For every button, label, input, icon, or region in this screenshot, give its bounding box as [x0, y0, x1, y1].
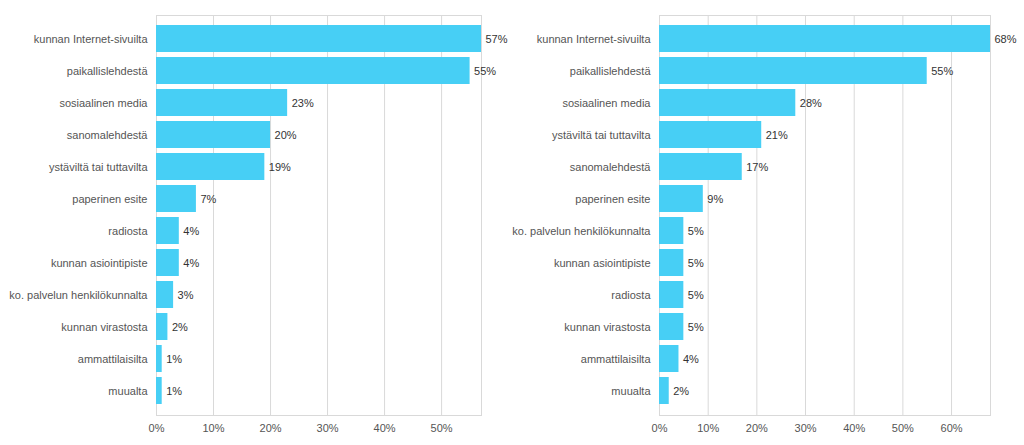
svg-text:40%: 40% [843, 422, 865, 434]
svg-text:ammattilaisilta: ammattilaisilta [581, 353, 652, 365]
svg-text:4%: 4% [183, 257, 199, 269]
svg-text:5%: 5% [688, 257, 704, 269]
svg-text:20%: 20% [275, 129, 297, 141]
svg-text:50%: 50% [431, 422, 453, 434]
svg-text:20%: 20% [746, 422, 768, 434]
svg-text:7%: 7% [200, 193, 216, 205]
svg-text:5%: 5% [688, 225, 704, 237]
svg-text:50%: 50% [892, 422, 914, 434]
svg-text:60%: 60% [941, 422, 963, 434]
svg-text:paperinen esite: paperinen esite [72, 193, 147, 205]
svg-text:kunnan Internet-sivuilta: kunnan Internet-sivuilta [34, 33, 149, 45]
svg-text:paikallislehdestä: paikallislehdestä [67, 65, 149, 77]
svg-text:68%: 68% [995, 33, 1017, 45]
svg-text:ammattilaisilta: ammattilaisilta [78, 353, 149, 365]
svg-text:1%: 1% [166, 385, 182, 397]
svg-text:muualta: muualta [108, 385, 148, 397]
svg-text:23%: 23% [292, 97, 314, 109]
svg-text:10%: 10% [203, 422, 225, 434]
svg-text:muualta: muualta [611, 385, 651, 397]
svg-text:40%: 40% [374, 422, 396, 434]
svg-text:10%: 10% [697, 422, 719, 434]
svg-text:ko. palvelun henkilökunnalta: ko. palvelun henkilökunnalta [9, 289, 148, 301]
svg-text:0%: 0% [149, 422, 165, 434]
svg-text:paikallislehdestä: paikallislehdestä [570, 65, 652, 77]
svg-text:17%: 17% [746, 161, 768, 173]
svg-text:2%: 2% [673, 385, 689, 397]
svg-text:sosiaalinen media: sosiaalinen media [562, 97, 651, 109]
svg-text:radiosta: radiosta [108, 225, 148, 237]
svg-text:21%: 21% [766, 129, 788, 141]
svg-text:55%: 55% [474, 65, 496, 77]
svg-text:5%: 5% [688, 289, 704, 301]
svg-text:ystäviltä tai tuttavilta: ystäviltä tai tuttavilta [49, 161, 148, 173]
svg-text:1%: 1% [166, 353, 182, 365]
svg-text:0%: 0% [652, 422, 668, 434]
svg-text:30%: 30% [795, 422, 817, 434]
svg-text:55%: 55% [931, 65, 953, 77]
svg-text:radiosta: radiosta [611, 289, 651, 301]
svg-text:ko. palvelun henkilökunnalta: ko. palvelun henkilökunnalta [512, 225, 651, 237]
svg-text:28%: 28% [800, 97, 822, 109]
svg-text:4%: 4% [183, 225, 199, 237]
svg-text:sosiaalinen media: sosiaalinen media [59, 97, 148, 109]
svg-text:sanomalehdestä: sanomalehdestä [67, 129, 149, 141]
svg-text:kunnan Internet-sivuilta: kunnan Internet-sivuilta [537, 33, 652, 45]
svg-text:kunnan virastosta: kunnan virastosta [564, 321, 651, 333]
svg-text:kunnan asiointipiste: kunnan asiointipiste [51, 257, 148, 269]
svg-text:19%: 19% [269, 161, 291, 173]
svg-text:paperinen esite: paperinen esite [575, 193, 650, 205]
svg-text:kunnan virastosta: kunnan virastosta [61, 321, 148, 333]
svg-text:30%: 30% [317, 422, 339, 434]
svg-text:kunnan asiointipiste: kunnan asiointipiste [554, 257, 651, 269]
svg-text:ystäviltä tai tuttavilta: ystäviltä tai tuttavilta [552, 129, 651, 141]
svg-text:20%: 20% [260, 422, 282, 434]
svg-text:5%: 5% [688, 321, 704, 333]
svg-text:9%: 9% [707, 193, 723, 205]
svg-text:2%: 2% [172, 321, 188, 333]
svg-text:3%: 3% [178, 289, 194, 301]
svg-text:57%: 57% [486, 33, 508, 45]
svg-text:sanomalehdestä: sanomalehdestä [570, 161, 652, 173]
svg-text:4%: 4% [683, 353, 699, 365]
